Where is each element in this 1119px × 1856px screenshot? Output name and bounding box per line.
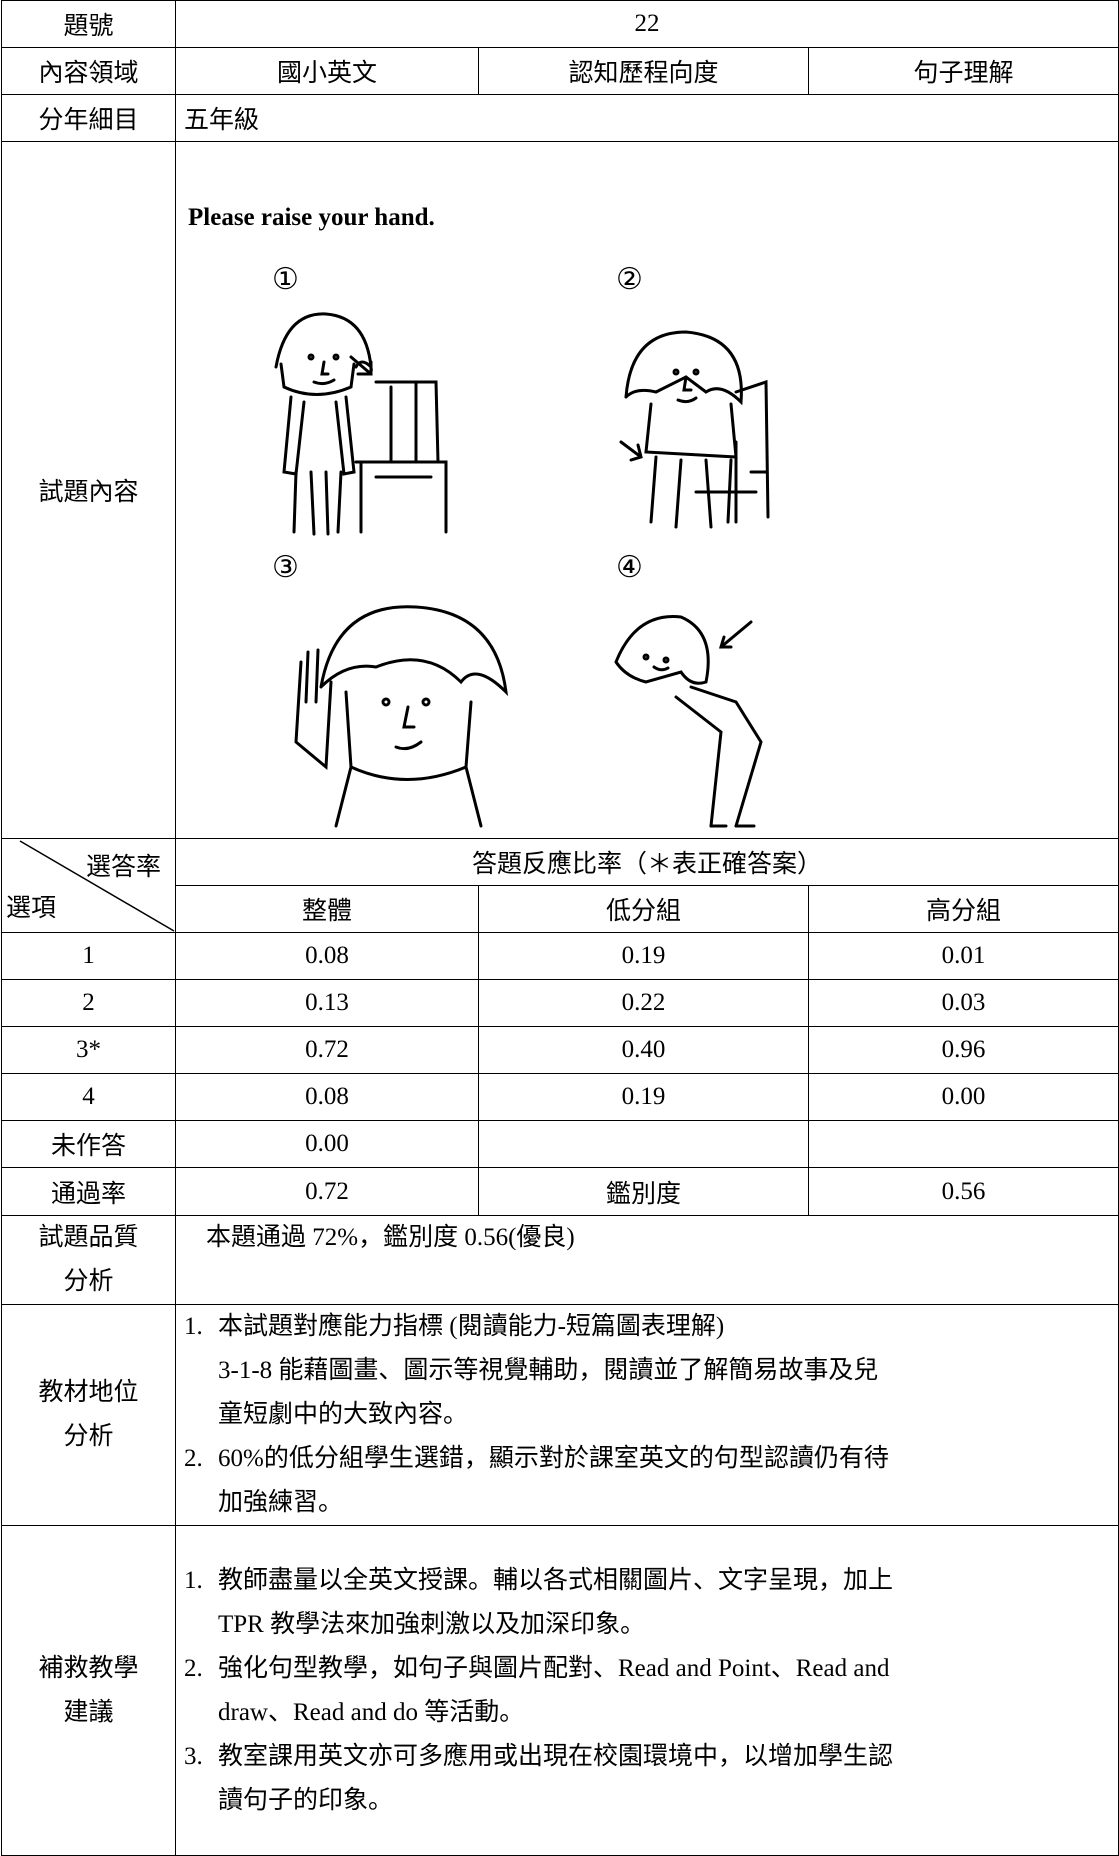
cell: 0.00 xyxy=(808,1073,1119,1121)
item-number: 3. xyxy=(184,1742,203,1770)
cell: 0.72 xyxy=(175,1026,479,1074)
item-line: 60%的低分組學生選錯，顯示對於課室英文的句型認讀仍有待 xyxy=(218,1445,889,1472)
item-line: 3-1-8 能藉圖畫、圖示等視覺輔助，閱讀並了解簡易故事及兒 xyxy=(218,1357,879,1384)
column-header: 低分組 xyxy=(478,885,809,933)
cell: 句子理解 xyxy=(808,47,1119,95)
list-item: 1. 本試題對應能力指標 (閱讀能力-短篇圖表理解) 3-1-8 能藉圖畫、圖示等視… xyxy=(184,1305,1110,1437)
item-number: 1. xyxy=(184,1566,203,1594)
figure-bowing xyxy=(614,615,763,828)
label: 鑑別度 xyxy=(478,1167,809,1216)
cell: 0.00 xyxy=(175,1120,479,1168)
label: 試題內容 xyxy=(1,141,176,839)
response-row: 4 0.08 0.19 0.00 xyxy=(1,1073,1119,1121)
item-line: draw、Read and do 等活動。 xyxy=(218,1698,525,1726)
item-line: 教師盡量以全英文授課。輔以各式相關圖片、文字呈現，加上 xyxy=(218,1566,894,1594)
label: 內容領域 xyxy=(1,47,176,95)
cell: 0.03 xyxy=(808,979,1119,1027)
corner-bottom: 選項 xyxy=(6,895,57,922)
response-row: 2 0.13 0.22 0.03 xyxy=(1,979,1119,1027)
label: 題號 xyxy=(1,0,176,48)
figure-hand-raised xyxy=(294,605,509,828)
item-body: 強化句型教學，如句子與圖片配對、Read and Point、Read and d… xyxy=(218,1647,889,1735)
response-row: 未作答 0.00 xyxy=(1,1120,1119,1168)
item-line: 加強練習。 xyxy=(218,1489,344,1516)
item-number: 2. xyxy=(184,1654,203,1682)
item-body: 教師盡量以全英文授課。輔以各式相關圖片、文字呈現，加上 TPR 教學法來加強刺激以… xyxy=(218,1559,893,1647)
item-line: 強化句型教學，如句子與圖片配對、Read and Point、Read and xyxy=(218,1654,890,1682)
list: 1. 教師盡量以全英文授課。輔以各式相關圖片、文字呈現，加上 TPR 教學法來加強刺… xyxy=(175,1525,1119,1856)
label: 教材地位 分析 xyxy=(1,1304,176,1526)
cell: 0.08 xyxy=(175,1073,479,1121)
list-item: 2. 60%的低分組學生選錯，顯示對於課室英文的句型認讀仍有待 加強練習。 xyxy=(184,1437,1110,1525)
label: 通過率 xyxy=(1,1167,176,1216)
text: 本題通過 72%，鑑別度 0.56(優良) xyxy=(175,1215,1119,1305)
cell: 0.08 xyxy=(175,932,479,980)
option: ③ xyxy=(272,551,299,584)
row-label: 2 xyxy=(1,979,176,1027)
cell xyxy=(808,1120,1119,1168)
figure-standing xyxy=(274,312,448,536)
cell: 0.96 xyxy=(808,1026,1119,1074)
cell: 國小英文 xyxy=(175,47,479,95)
prompt: Please raise your hand. xyxy=(188,204,435,231)
response-row: 1 0.08 0.19 0.01 xyxy=(1,932,1119,980)
label-line: 建議 xyxy=(63,1698,114,1726)
item-line: 教室課用英文亦可多應用或出現在校園環境中，以增加學生認 xyxy=(218,1742,894,1770)
label-line: 教材地位 xyxy=(38,1379,139,1406)
column-header: 高分組 xyxy=(808,885,1119,933)
cell: 0.22 xyxy=(478,979,809,1027)
list: 1. 本試題對應能力指標 (閱讀能力-短篇圖表理解) 3-1-8 能藉圖畫、圖示等視… xyxy=(175,1304,1119,1526)
option: ① xyxy=(272,263,299,296)
cell: 認知歷程向度 xyxy=(478,47,809,95)
cell: 0.01 xyxy=(808,932,1119,980)
item-line: TPR 教學法來加強刺激以及加深印象。 xyxy=(218,1610,646,1638)
cell: 0.40 xyxy=(478,1026,809,1074)
list-item: 2. 強化句型教學，如句子與圖片配對、Read and Point、Read an… xyxy=(184,1647,1110,1735)
value: 22 xyxy=(175,0,1119,48)
item-body: 教室課用英文亦可多應用或出現在校園環境中，以增加學生認 讀句子的印象。 xyxy=(218,1735,893,1823)
figure-sitting xyxy=(619,330,770,529)
value: 0.72 xyxy=(175,1167,479,1216)
corner-top: 選答率 xyxy=(85,854,161,881)
diagonal xyxy=(19,840,175,932)
row-label: 3* xyxy=(1,1026,176,1074)
column-header: 整體 xyxy=(175,885,479,933)
item-line: 本試題對應能力指標 (閱讀能力-短篇圖表理解) xyxy=(218,1313,725,1340)
value: 五年級 xyxy=(175,94,1119,142)
list-item: 3. 教室課用英文亦可多應用或出現在校園環境中，以增加學生認 讀句子的印象。 xyxy=(184,1735,1110,1823)
response-rows: 1 0.08 0.19 0.01 2 0.13 0.22 0.03 3* 0.72 0.40 0.96… xyxy=(1,932,1119,1168)
label-line: 分析 xyxy=(63,1268,114,1295)
label: 補救教學 建議 xyxy=(1,1525,176,1856)
item-line: 讀句子的印象。 xyxy=(218,1786,394,1814)
cell xyxy=(478,1120,809,1168)
value: 0.56 xyxy=(808,1167,1119,1216)
response-row: 3* 0.72 0.40 0.96 xyxy=(1,1026,1119,1074)
row-label: 1 xyxy=(1,932,176,980)
item-number: 2. xyxy=(184,1445,203,1472)
row-label: 4 xyxy=(1,1073,176,1121)
illustrations xyxy=(274,312,770,828)
caption: 答題反應比率（＊表正確答案） xyxy=(175,838,1119,886)
item-number: 1. xyxy=(184,1313,203,1340)
option: ② xyxy=(616,263,643,296)
corner: 選答率 選項 xyxy=(1,838,176,933)
label-line: 試題品質 xyxy=(38,1224,139,1251)
label: 分年細目 xyxy=(1,94,176,142)
cell: 0.13 xyxy=(175,979,479,1027)
item-line: 童短劇中的大致內容。 xyxy=(218,1401,469,1428)
row-label: 未作答 xyxy=(1,1120,176,1168)
cell: 0.19 xyxy=(478,932,809,980)
label-line: 分析 xyxy=(63,1423,114,1450)
item-body: 60%的低分組學生選錯，顯示對於課室英文的句型認讀仍有待 加強練習。 xyxy=(218,1437,889,1525)
question-content: Please raise your hand. ① ② ③ ④ xyxy=(175,141,1119,839)
cell: 0.19 xyxy=(478,1073,809,1121)
item-body: 本試題對應能力指標 (閱讀能力-短篇圖表理解) 3-1-8 能藉圖畫、圖示等視覺輔… xyxy=(218,1305,878,1437)
list-item: 1. 教師盡量以全英文授課。輔以各式相關圖片、文字呈現，加上 TPR 教學法來加強刺… xyxy=(184,1559,1110,1647)
label: 試題品質 分析 xyxy=(1,1215,176,1305)
label-line: 補救教學 xyxy=(38,1654,139,1682)
option: ④ xyxy=(616,551,643,584)
